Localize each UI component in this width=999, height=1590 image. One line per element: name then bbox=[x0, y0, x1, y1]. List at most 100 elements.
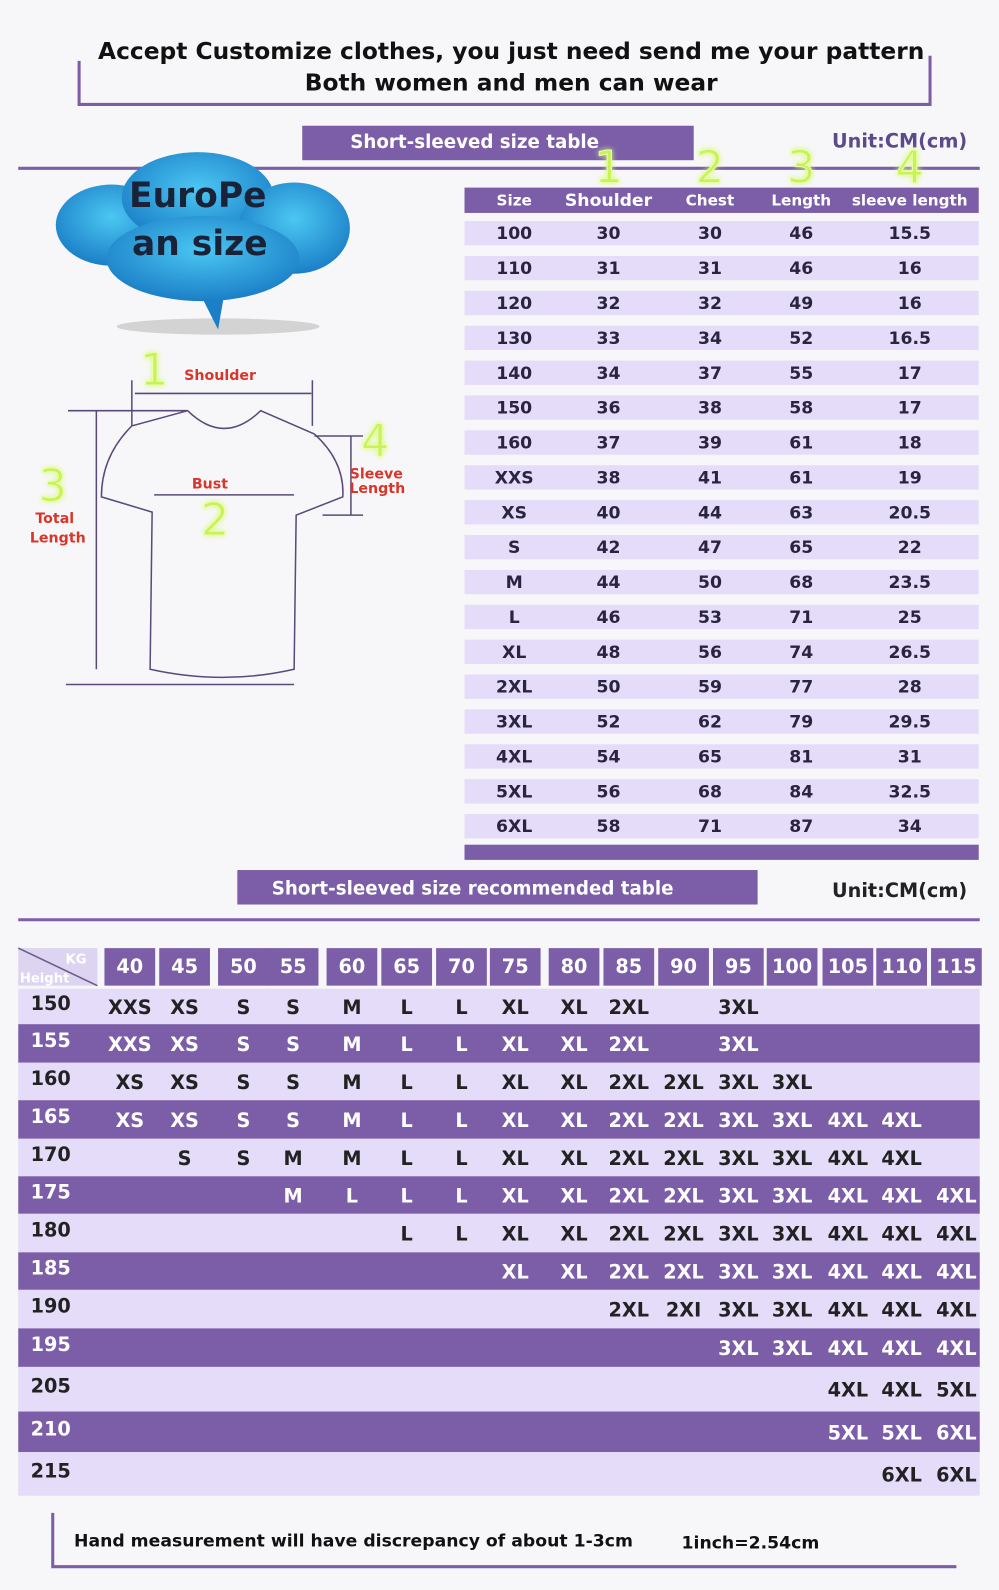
size-cell: XS bbox=[170, 1071, 199, 1094]
size-cell: XL bbox=[502, 1033, 529, 1056]
size-cell: 5XL bbox=[936, 1379, 977, 1402]
corner-label: Height bbox=[20, 972, 70, 987]
height-label: 205 bbox=[31, 1375, 71, 1398]
cell: 20.5 bbox=[888, 503, 931, 523]
cell: 17 bbox=[898, 399, 922, 419]
cell: 46 bbox=[597, 608, 621, 628]
cell: 68 bbox=[698, 782, 722, 802]
size-cell: 3XL bbox=[718, 1185, 759, 1208]
cell: 29.5 bbox=[888, 713, 931, 733]
weight-header: 110 bbox=[882, 955, 922, 978]
cell: 50 bbox=[698, 573, 722, 593]
cell: 58 bbox=[597, 817, 621, 837]
cell: 37 bbox=[597, 434, 621, 454]
table-row bbox=[464, 360, 979, 385]
cell: 47 bbox=[698, 538, 722, 558]
table-row bbox=[18, 1289, 980, 1329]
size-cell: 3XL bbox=[718, 1033, 759, 1056]
cell: XXS bbox=[495, 468, 534, 488]
height-label: 165 bbox=[31, 1105, 71, 1128]
table-row bbox=[464, 709, 979, 734]
size-cell: S bbox=[236, 1147, 250, 1170]
column-number: 1 bbox=[594, 141, 622, 193]
size-cell: L bbox=[455, 1223, 467, 1246]
size-cell: XS bbox=[170, 1033, 199, 1056]
size-cell: 4XL bbox=[828, 1379, 869, 1402]
size-cell: L bbox=[401, 1033, 413, 1056]
column-header: Size bbox=[497, 191, 532, 209]
number: 2 bbox=[201, 494, 229, 546]
column-number: 3 bbox=[787, 141, 815, 193]
size-cell: 2XL bbox=[609, 996, 650, 1019]
size-cell: 3XL bbox=[772, 1299, 813, 1322]
table-row bbox=[464, 395, 979, 420]
size-cell: S bbox=[286, 1109, 300, 1132]
weight-header-cell bbox=[218, 948, 269, 986]
size-cell: M bbox=[342, 1109, 361, 1132]
cell: 130 bbox=[496, 329, 532, 349]
cell: 18 bbox=[898, 434, 922, 454]
weight-header-cell bbox=[326, 948, 378, 986]
cell: 71 bbox=[789, 608, 813, 628]
weight-header-cell bbox=[159, 948, 210, 986]
size-cell: 2XL bbox=[609, 1147, 650, 1170]
cell: 32 bbox=[698, 294, 722, 314]
weight-header-cell bbox=[267, 948, 319, 986]
size-cell: 3XL bbox=[718, 1299, 759, 1322]
column-header: sleeve length bbox=[852, 191, 968, 209]
cell: 50 bbox=[597, 678, 621, 698]
size-cell: 2XL bbox=[609, 1223, 650, 1246]
size-cell: 4XL bbox=[936, 1337, 977, 1360]
table-row bbox=[464, 255, 979, 281]
size-cell: 4XL bbox=[881, 1299, 922, 1322]
size-cell: 3XL bbox=[772, 1223, 813, 1246]
cell: 2XL bbox=[496, 678, 532, 698]
weight-header-cell bbox=[766, 948, 818, 986]
weight-header-cell bbox=[822, 948, 874, 986]
size-cell: L bbox=[401, 1185, 413, 1208]
weight-header: 90 bbox=[670, 955, 697, 978]
number: 3 bbox=[39, 460, 67, 512]
size-cell: L bbox=[455, 996, 467, 1019]
cell: 22 bbox=[898, 538, 922, 558]
size-cell: L bbox=[455, 1185, 467, 1208]
size-cell: 2XL bbox=[609, 1261, 650, 1284]
table-row bbox=[464, 569, 979, 595]
cell: 54 bbox=[597, 747, 621, 767]
size-cell: 4XL bbox=[828, 1261, 869, 1284]
table-footer bbox=[464, 844, 979, 860]
cell: 65 bbox=[698, 747, 722, 767]
cell: 16 bbox=[898, 259, 922, 279]
label: Bust bbox=[192, 477, 228, 493]
table-row bbox=[464, 779, 979, 804]
size-cell: S bbox=[236, 1109, 250, 1132]
size-cell: 3XL bbox=[772, 1109, 813, 1132]
size-cell: XS bbox=[115, 1109, 144, 1132]
cell: 34 bbox=[597, 364, 621, 384]
size-cell: M bbox=[284, 1185, 303, 1208]
column-header: Length bbox=[771, 191, 831, 209]
cell: 25 bbox=[898, 608, 922, 628]
size-cell: 6XL bbox=[936, 1463, 977, 1486]
size-cell: 2XL bbox=[663, 1223, 704, 1246]
cell: 81 bbox=[789, 747, 813, 767]
height-label: 150 bbox=[31, 992, 71, 1015]
cell: 61 bbox=[789, 434, 813, 454]
table-row bbox=[18, 1100, 980, 1139]
cell: 61 bbox=[789, 468, 813, 488]
size-cell: 6XL bbox=[881, 1463, 922, 1486]
size-cell: 2XL bbox=[663, 1071, 704, 1094]
label: Sleeve bbox=[350, 467, 403, 483]
header-frame bbox=[77, 55, 932, 106]
height-label: 175 bbox=[31, 1181, 71, 1204]
cell: 38 bbox=[597, 468, 621, 488]
size-cell: 3XL bbox=[718, 1109, 759, 1132]
cell: 40 bbox=[597, 503, 621, 523]
size-cell: 4XL bbox=[881, 1223, 922, 1246]
weight-header: 75 bbox=[502, 955, 529, 978]
weight-header: 40 bbox=[116, 955, 143, 978]
size-cell: M bbox=[342, 1147, 361, 1170]
size-cell: L bbox=[455, 1109, 467, 1132]
height-label: 190 bbox=[31, 1295, 71, 1318]
